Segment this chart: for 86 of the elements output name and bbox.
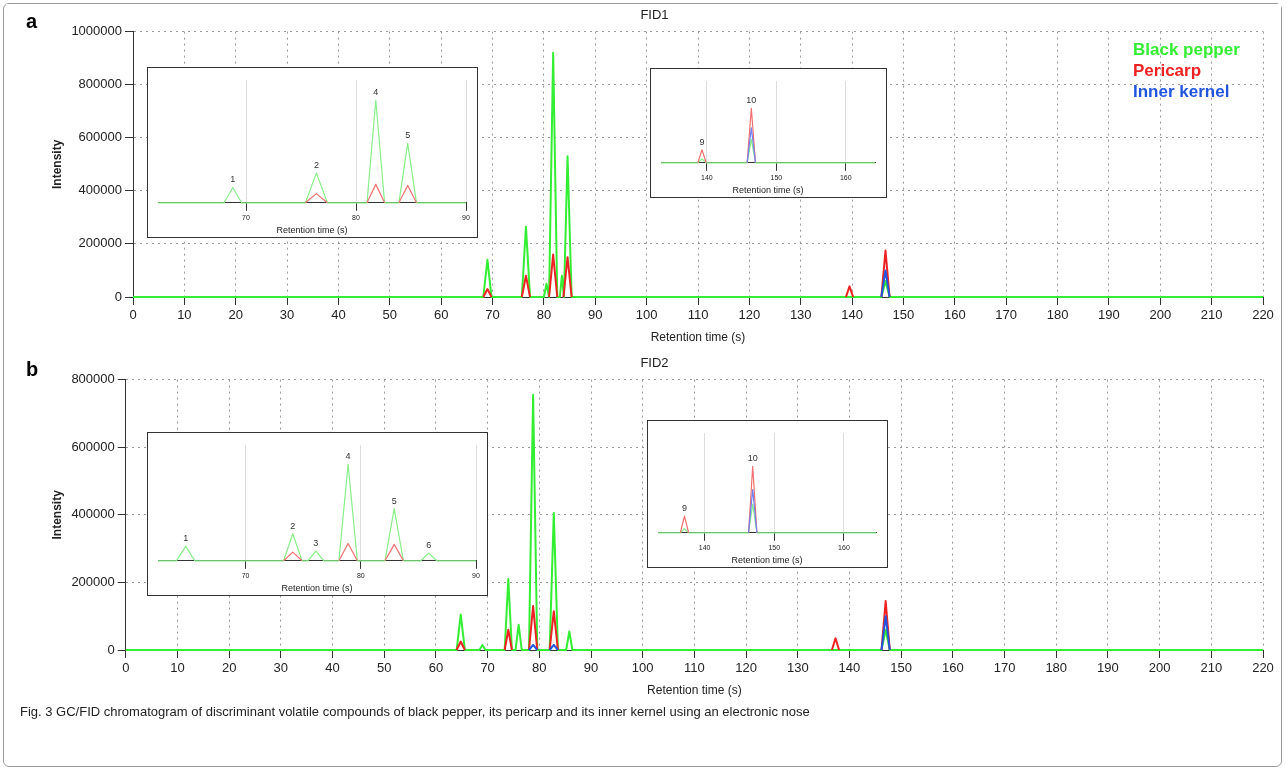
x-tick-label: 140 (838, 660, 861, 676)
y-axis-title: Intensity (49, 489, 64, 540)
y-tick-label: 400000 (71, 506, 115, 522)
y-tick-label: 200000 (78, 235, 123, 251)
x-tick-label: 220 (1252, 307, 1274, 323)
annotation: 2 (290, 520, 296, 531)
x-tick-label: 190 (1097, 660, 1119, 676)
x-tick-label: 50 (377, 660, 392, 676)
x-tick-label: 10 (170, 660, 185, 676)
x-tick-label: 150 (892, 307, 915, 323)
y-tick-label: 600000 (78, 129, 123, 145)
x-tick-label: 110 (687, 307, 709, 323)
x-tick-label: 210 (1200, 307, 1223, 323)
x-tick-label: 190 (1098, 307, 1120, 323)
x-tick-label: 90 (583, 660, 599, 676)
x-tick-label: 0 (129, 307, 137, 323)
x-axis-title: Retention time (s) (650, 330, 746, 345)
x-axis-title: Retention time (s) (647, 683, 742, 698)
x-tick-label: 130 (786, 660, 809, 676)
x-tick-label: 160 (942, 660, 964, 676)
annotation: 4 (345, 451, 351, 462)
x-tick-label: 100 (635, 307, 658, 323)
annotation: 2 (313, 160, 319, 171)
y-axis-title: Intensity (49, 139, 64, 189)
annotation: 5 (391, 495, 397, 506)
x-tick-label: 200 (1148, 660, 1171, 676)
text: Pericarp (1133, 60, 1202, 80)
y-tick-label: 0 (107, 641, 115, 657)
x-tick-label: 60 (428, 660, 444, 676)
x-axis-title: Retention time (s) (732, 185, 804, 196)
annotation: 3 (313, 538, 319, 549)
x-tick-label: 220 (1252, 660, 1274, 676)
text: b (26, 358, 39, 381)
x-tick-label: 130 (789, 307, 812, 323)
text: a (26, 10, 38, 33)
y-tick-label: 800000 (71, 371, 115, 387)
caption: Fig. 3 GC/FID chromatogram of discriminant volatile compounds of black pepper, its pericarp and its inner kernel using an electronic nose (20, 704, 811, 719)
y-tick-label: 0 (114, 288, 123, 304)
annotation: 10 (746, 95, 757, 106)
x-tick-label: 80 (536, 307, 552, 323)
x-axis-title: Retention time (s) (276, 225, 348, 236)
x-tick-label: 170 (993, 660, 1016, 676)
annotation: 4 (373, 87, 379, 98)
annotation: 6 (426, 540, 432, 551)
x-tick-label: 40 (331, 307, 346, 323)
x-tick-label: 210 (1200, 660, 1223, 676)
y-tick-label: 800000 (78, 76, 123, 92)
y-tick-label: 400000 (78, 182, 123, 198)
y-tick-label: 200000 (71, 573, 115, 589)
annotation: 1 (230, 174, 236, 185)
x-tick-label: 30 (279, 307, 295, 323)
x-tick-label: 110 (684, 660, 705, 676)
x-tick-label: 140 (841, 307, 863, 323)
x-tick-label: 120 (738, 307, 761, 323)
y-tick-label: 600000 (71, 438, 115, 454)
x-tick-label: 60 (433, 307, 449, 323)
x-tick-label: 20 (221, 660, 237, 676)
annotation: 10 (747, 453, 758, 464)
x-tick-label: 10 (177, 307, 192, 323)
annotation: 9 (681, 503, 687, 514)
x-tick-label: 70 (485, 307, 500, 323)
x-tick-label: 160 (943, 307, 966, 323)
x-tick-label: 50 (382, 307, 398, 323)
x-tick-label: 80 (532, 660, 547, 676)
annotation: 5 (405, 130, 411, 141)
x-tick-label: 200 (1149, 307, 1172, 323)
chart-title: FID2 (640, 355, 669, 371)
x-axis-title: Retention time (s) (731, 555, 803, 566)
x-tick-label: 180 (1045, 660, 1068, 676)
annotation: 9 (699, 136, 705, 147)
x-tick-label: 170 (995, 307, 1018, 323)
chart-title: FID1 (640, 7, 669, 23)
y-tick-label: 1000000 (71, 23, 123, 39)
x-tick-label: 120 (735, 660, 757, 676)
text: Inner kernel (1133, 81, 1230, 101)
x-tick-label: 100 (631, 660, 654, 676)
annotation: 1 (183, 533, 189, 544)
x-tick-label: 30 (273, 660, 289, 676)
text: Black pepper (1133, 39, 1241, 59)
x-tick-label: 150 (890, 660, 913, 676)
x-tick-label: 70 (480, 660, 495, 676)
x-tick-label: 90 (588, 307, 603, 323)
x-tick-label: 180 (1046, 307, 1069, 323)
x-tick-label: 40 (325, 660, 340, 676)
x-tick-label: 20 (228, 307, 243, 323)
x-axis-title: Retention time (s) (281, 583, 353, 594)
